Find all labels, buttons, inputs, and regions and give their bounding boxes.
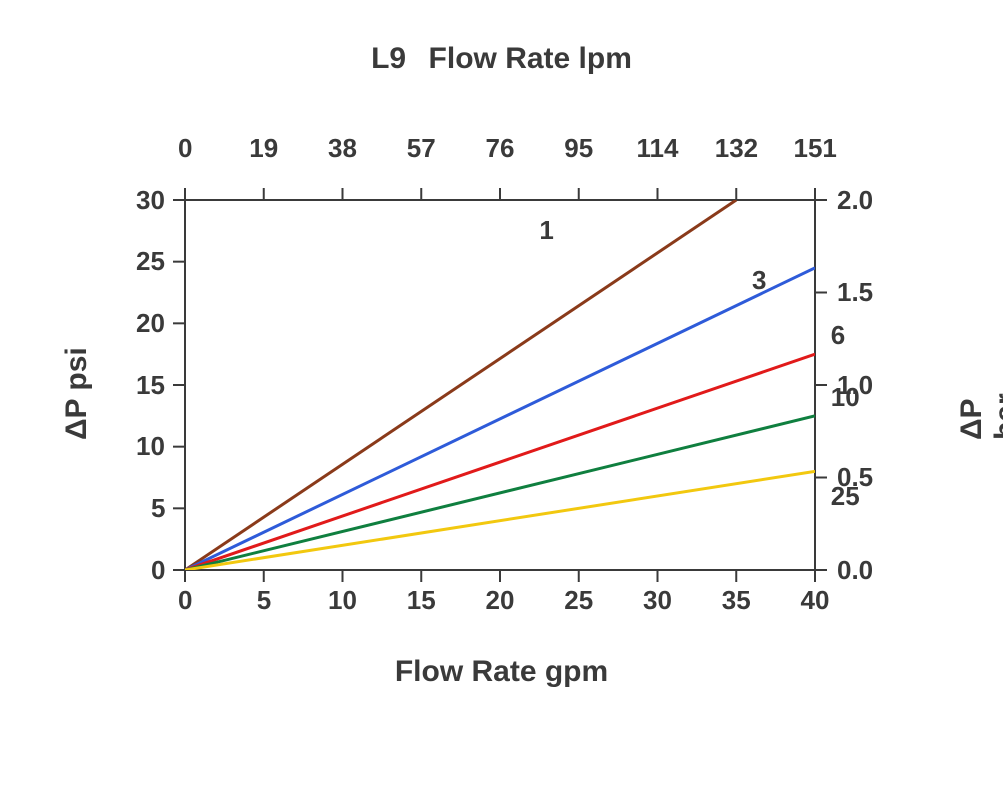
x-bottom-tick-label: 5 [257, 585, 271, 616]
series-label-25: 25 [831, 481, 860, 512]
x-top-tick-label: 76 [486, 133, 515, 164]
y-left-tick-label: 20 [136, 308, 165, 339]
x-bottom-tick-label: 10 [328, 585, 357, 616]
series-label-10: 10 [831, 382, 860, 413]
x-top-tick-label: 114 [637, 133, 679, 164]
y-left-tick-label: 15 [136, 370, 165, 401]
y-right-tick-label: 2.0 [837, 185, 873, 216]
x-bottom-tick-label: 30 [643, 585, 672, 616]
y-left-tick-label: 5 [151, 493, 165, 524]
series-label-3: 3 [752, 265, 766, 296]
y-left-tick-label: 10 [136, 431, 165, 462]
x-bottom-tick-label: 35 [722, 585, 751, 616]
series-label-1: 1 [539, 215, 553, 246]
y-right-tick-label: 0.0 [837, 555, 873, 586]
y-left-tick-label: 25 [136, 246, 165, 277]
y-left-tick-label: 0 [151, 555, 165, 586]
labels-layer: 0510152025303540019385776951141321510510… [0, 0, 1003, 786]
x-top-tick-label: 0 [178, 133, 192, 164]
chart-container: L9 Flow Rate lpm ΔP psi ΔP bar Flow Rate… [0, 0, 1003, 786]
x-top-tick-label: 95 [564, 133, 593, 164]
x-top-tick-label: 57 [407, 133, 436, 164]
y-right-tick-label: 1.5 [837, 277, 873, 308]
x-top-tick-label: 19 [249, 133, 278, 164]
series-label-6: 6 [831, 320, 845, 351]
x-bottom-tick-label: 25 [564, 585, 593, 616]
y-left-tick-label: 30 [136, 185, 165, 216]
x-top-tick-label: 38 [328, 133, 357, 164]
x-bottom-tick-label: 20 [486, 585, 515, 616]
x-bottom-tick-label: 40 [801, 585, 830, 616]
x-bottom-tick-label: 15 [407, 585, 436, 616]
x-top-tick-label: 132 [715, 133, 758, 164]
x-top-tick-label: 151 [794, 133, 837, 164]
x-bottom-tick-label: 0 [178, 585, 192, 616]
